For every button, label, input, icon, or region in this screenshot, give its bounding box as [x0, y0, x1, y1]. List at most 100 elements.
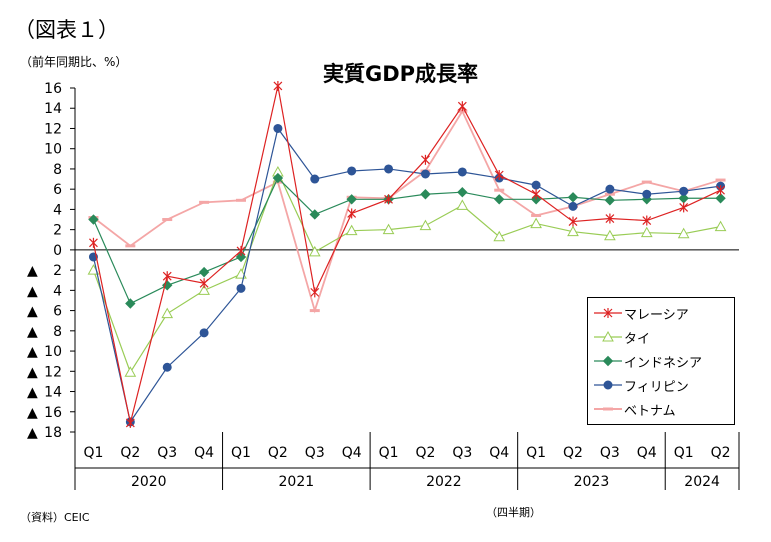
- y-tick-label: ▲ 14: [27, 385, 62, 401]
- y-unit-label: （前年同期比、%）: [20, 55, 128, 69]
- data-point: [531, 189, 541, 200]
- data-point: [567, 225, 579, 237]
- x-unit-label: （四半期）: [486, 506, 541, 519]
- x-tick-label: Q2: [711, 445, 731, 461]
- chart-legend: マレーシア タイ インドネシア フィリピン ベトナム: [587, 297, 735, 425]
- series-triangle: [87, 165, 727, 377]
- y-tick-label: 8: [53, 162, 62, 178]
- data-point: [457, 167, 467, 177]
- legend-label: ベトナム: [624, 403, 676, 419]
- data-point: [605, 213, 615, 224]
- source-note: （資料）CEIC: [20, 511, 90, 524]
- data-point: [162, 362, 172, 372]
- legend-marker: [603, 380, 613, 390]
- y-tick-label: ▲ 6: [27, 304, 62, 320]
- data-point: [493, 230, 506, 242]
- x-tick-label: Q4: [194, 445, 214, 461]
- series-star: [89, 80, 725, 428]
- x-year-label: 2020: [131, 474, 167, 490]
- data-point: [236, 245, 246, 256]
- x-tick-label: Q3: [157, 445, 177, 461]
- x-axis-table: 2020 2021 2022 2023 2024 Q1 Q2 Q3 Q4 Q1 Q2 Q3 Q4 Q1 Q2…: [74, 432, 740, 490]
- data-point: [125, 298, 136, 309]
- data-point: [531, 180, 541, 190]
- data-point: [273, 80, 283, 91]
- data-point: [456, 199, 469, 210]
- data-point: [199, 278, 209, 289]
- legend-label: タイ: [624, 331, 651, 347]
- y-tick-label: 6: [53, 182, 62, 198]
- data-point: [605, 184, 615, 194]
- data-point: [604, 195, 616, 206]
- data-point: [715, 193, 726, 204]
- data-point: [642, 189, 652, 199]
- data-point: [310, 287, 320, 298]
- x-tick-label: Q3: [452, 445, 472, 461]
- data-point: [88, 214, 99, 225]
- data-point: [89, 237, 98, 248]
- legend-item: インドネシア: [594, 351, 702, 371]
- legend-marker: [603, 308, 613, 318]
- legend-item: タイ: [594, 327, 650, 347]
- series-dash: [88, 109, 726, 314]
- series-line: [92, 127, 721, 424]
- x-tick-label: Q3: [600, 445, 620, 461]
- x-tick-label: Q2: [563, 445, 583, 461]
- data-point: [421, 154, 430, 165]
- x-tick-label: Q1: [83, 445, 103, 461]
- data-point: [679, 202, 689, 213]
- y-tick-label: ▲ 16: [27, 405, 62, 421]
- x-tick-label: Q1: [231, 445, 251, 461]
- data-point: [162, 271, 172, 282]
- legend-swatch: [594, 380, 622, 390]
- x-tick-label: Q1: [674, 445, 694, 461]
- data-point: [530, 217, 542, 229]
- data-point: [198, 266, 210, 278]
- series-circle: [88, 123, 726, 427]
- data-point: [494, 194, 505, 205]
- x-tick-label: Q4: [489, 445, 509, 461]
- data-point: [235, 251, 247, 263]
- legend-item: フィリピン: [594, 375, 689, 395]
- data-point: [309, 209, 320, 220]
- data-point: [457, 187, 468, 198]
- data-point: [384, 194, 393, 205]
- data-point: [604, 229, 616, 241]
- data-point: [679, 186, 689, 196]
- data-point: [125, 417, 135, 428]
- x-tick-label: Q1: [379, 445, 399, 461]
- legend-swatch: [594, 308, 622, 318]
- y-tick-label: 0: [53, 243, 62, 259]
- data-point: [420, 189, 431, 200]
- y-tick-label: 4: [53, 202, 62, 218]
- data-point: [345, 224, 358, 236]
- y-tick-label: ▲ 4: [27, 283, 62, 299]
- x-tick-label: Q3: [305, 445, 325, 461]
- y-tick-label: ▲ 2: [27, 263, 62, 279]
- x-tick-label: Q1: [526, 445, 546, 461]
- data-point: [273, 123, 283, 133]
- data-point: [419, 219, 432, 231]
- y-tick-label: ▲ 18: [27, 425, 62, 441]
- y-tick-label: ▲ 8: [27, 324, 62, 340]
- data-point: [677, 227, 690, 239]
- x-year-label: 2021: [279, 474, 315, 490]
- y-tick-label: 14: [44, 101, 62, 117]
- data-point: [640, 226, 653, 238]
- data-point: [161, 307, 174, 319]
- y-tick-label: 16: [44, 81, 62, 97]
- data-point: [494, 170, 504, 181]
- x-year-label: 2024: [684, 474, 720, 490]
- y-tick-label: ▲ 10: [27, 344, 62, 360]
- data-point: [272, 172, 284, 184]
- chart-axes: 16 14 12 10 8 6 4 2 0 ▲ 2 ▲ 4 ▲ 6 ▲ 8 ▲ 10 ▲ 12 ▲ 14 ▲ 16 ▲ 18: [27, 81, 739, 441]
- series-diamond: [88, 172, 726, 309]
- legend-label: フィリピン: [624, 379, 689, 395]
- x-tick-label: Q2: [415, 445, 435, 461]
- chart-series: [87, 80, 727, 428]
- data-point: [642, 215, 652, 226]
- data-point: [199, 328, 209, 338]
- data-point: [420, 169, 430, 179]
- series-line: [92, 85, 721, 424]
- legend-swatch: [594, 407, 622, 411]
